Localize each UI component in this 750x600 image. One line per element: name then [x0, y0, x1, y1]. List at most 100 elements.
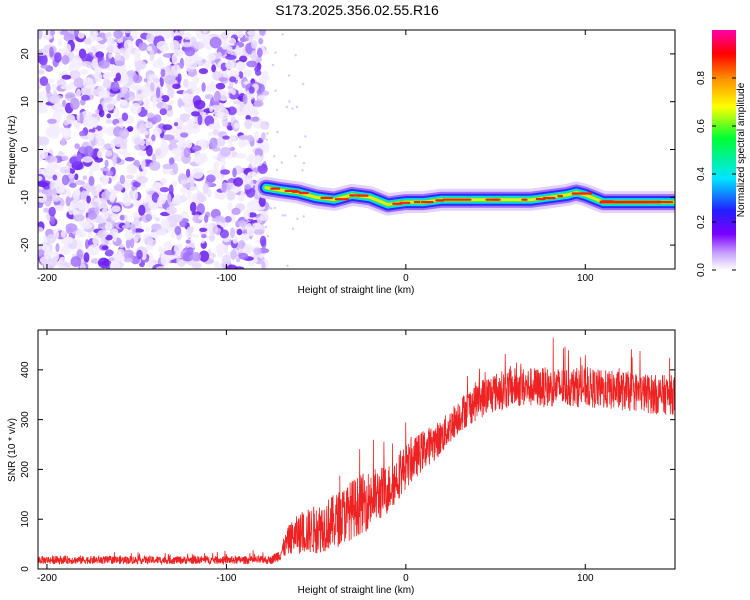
noise-blob — [44, 155, 56, 163]
noise-blob — [254, 154, 262, 164]
noise-blob — [193, 41, 205, 50]
noise-dot — [268, 206, 271, 209]
noise-blob — [184, 47, 196, 57]
noise-blob — [238, 140, 250, 146]
noise-blob — [220, 31, 229, 40]
noise-blob — [70, 97, 80, 110]
noise-blob — [105, 170, 114, 177]
y-tick-label: 300 — [20, 411, 31, 428]
noise-blob — [230, 211, 236, 224]
noise-blob — [84, 145, 94, 158]
noise-blob — [172, 163, 179, 175]
noise-blob — [166, 84, 174, 90]
noise-blob — [122, 191, 128, 201]
noise-blob — [208, 223, 213, 234]
noise-blob — [152, 127, 162, 135]
noise-blob — [215, 243, 228, 255]
noise-blob — [163, 241, 173, 249]
noise-blob — [91, 58, 100, 70]
x-tick-label: 0 — [403, 573, 409, 584]
noise-blob — [197, 114, 203, 126]
noise-blob — [221, 254, 232, 266]
noise-blob — [191, 211, 202, 216]
noise-blob — [127, 126, 134, 132]
noise-blob — [247, 35, 254, 43]
noise-blob — [65, 223, 78, 232]
noise-blob — [241, 229, 249, 235]
noise-dot — [273, 155, 276, 158]
noise-blob — [88, 176, 95, 186]
noise-blob — [75, 121, 80, 131]
noise-blob — [143, 30, 156, 34]
noise-blob — [124, 30, 132, 34]
noise-blob — [168, 184, 174, 195]
figure-title: S173.2025.356.02.55.R16 — [275, 2, 439, 18]
noise-blob — [105, 150, 113, 157]
noise-blob — [119, 128, 130, 139]
noise-blob — [140, 158, 146, 170]
noise-blob — [70, 256, 82, 267]
noise-blob — [113, 30, 123, 39]
noise-blob — [209, 36, 222, 49]
noise-blob — [90, 30, 95, 37]
noise-blob — [246, 223, 252, 231]
noise-blob — [220, 169, 231, 175]
noise-blob — [211, 64, 217, 73]
y-tick-label: 200 — [20, 461, 31, 478]
noise-blob — [150, 202, 160, 209]
noise-blob — [117, 147, 128, 155]
noise-blob — [237, 61, 245, 71]
noise-blob — [81, 190, 88, 202]
noise-blob — [146, 112, 155, 119]
noise-blob — [235, 153, 247, 159]
noise-blob — [189, 201, 197, 213]
noise-blob — [77, 32, 85, 39]
noise-blob — [104, 222, 113, 231]
noise-dot — [285, 105, 288, 109]
noise-dot — [276, 130, 279, 134]
noise-blob — [152, 153, 156, 164]
noise-blob — [191, 167, 204, 179]
noise-blob — [91, 187, 97, 196]
noise-blob — [260, 120, 270, 130]
noise-blob — [172, 83, 181, 90]
noise-blob — [133, 216, 139, 227]
noise-blob — [151, 134, 156, 142]
noise-blob — [49, 46, 54, 58]
noise-dot — [302, 215, 305, 218]
noise-blob — [49, 181, 54, 190]
noise-blob — [230, 249, 237, 260]
noise-blob — [253, 229, 264, 236]
noise-blob — [121, 73, 129, 85]
noise-blob — [64, 262, 71, 268]
noise-blob — [202, 183, 209, 194]
noise-dot — [288, 100, 291, 103]
noise-dot — [270, 207, 273, 210]
noise-blob — [38, 226, 44, 233]
noise-blob — [38, 175, 43, 181]
noise-blob — [134, 144, 146, 151]
noise-blob — [244, 119, 253, 130]
noise-blob — [60, 85, 70, 90]
noise-blob — [246, 60, 257, 68]
noise-dot — [304, 135, 307, 138]
noise-blob — [145, 226, 150, 233]
noise-blob — [130, 102, 142, 115]
noise-blob — [164, 250, 176, 256]
snr-panel: -200 -100 0 100 0 100 200 300 400 Height of str… — [7, 329, 676, 596]
noise-blob — [205, 174, 216, 183]
noise-blob — [113, 184, 124, 192]
noise-blob — [219, 229, 229, 239]
noise-blob — [38, 136, 50, 146]
noise-blob — [164, 254, 176, 261]
noise-dot — [273, 206, 277, 210]
noise-blob — [79, 130, 86, 137]
noise-blob — [186, 168, 191, 178]
noise-blob — [206, 83, 217, 93]
noise-blob — [38, 69, 45, 75]
noise-blob — [259, 30, 266, 37]
noise-blob — [132, 189, 138, 201]
noise-blob — [51, 83, 57, 90]
x-tick-label: -100 — [216, 573, 236, 584]
noise-blob — [196, 152, 208, 161]
